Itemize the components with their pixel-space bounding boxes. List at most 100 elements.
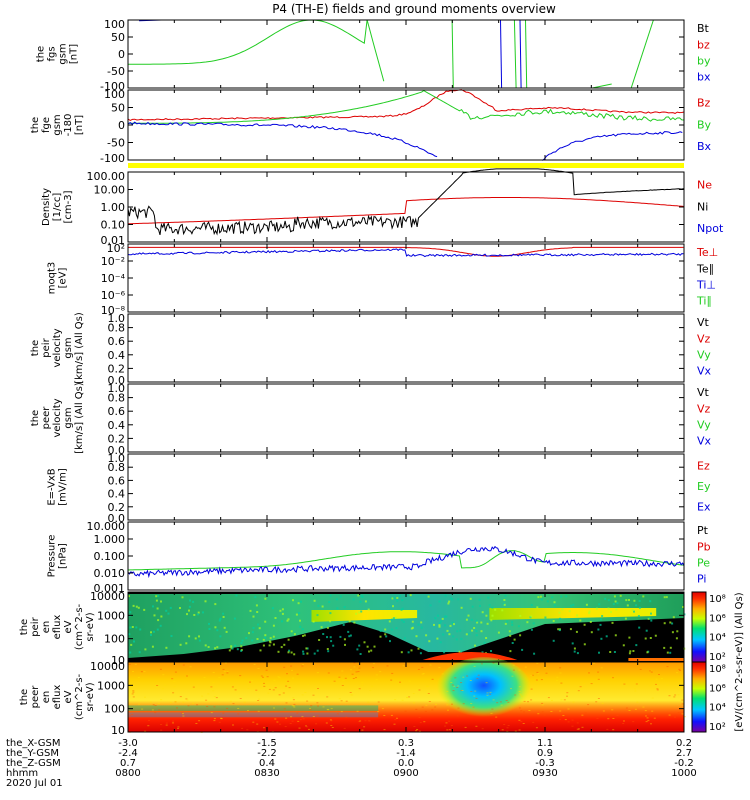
panel-peir_velocity: 1.00.80.60.40.20.0 the peir velocity gsm [km/… — [30, 312, 712, 387]
y-axis-label: fgs — [47, 46, 58, 61]
spectrogram-pixel — [273, 679, 276, 681]
spectrogram-pixel — [290, 630, 293, 633]
spectrogram-pixel — [451, 684, 454, 686]
spectrogram-pixel — [357, 671, 360, 673]
spectrogram-pixel — [282, 692, 285, 694]
spectrogram-pixel — [433, 623, 435, 626]
spectrogram-pixel — [132, 691, 135, 693]
spectrogram-pixel — [361, 681, 364, 683]
spectrogram-pixel — [480, 663, 483, 665]
spectrogram-pixel — [410, 649, 413, 652]
spectrogram-pixel — [353, 662, 356, 664]
spectrogram-pixel — [162, 688, 164, 690]
spectrogram-pixel — [176, 707, 178, 709]
spectrogram-pixel — [278, 677, 281, 679]
spectrogram-pixel — [240, 642, 243, 644]
spectrogram-pixel — [295, 613, 298, 616]
spectrogram-pixel — [302, 652, 305, 655]
spectrogram-pixel — [519, 614, 522, 617]
spectrogram-pixel — [563, 699, 566, 701]
spectrogram-pixel — [623, 720, 625, 722]
spectrogram-pixel — [633, 599, 636, 602]
spectrogram-pixel — [420, 626, 423, 629]
spectrogram-pixel — [280, 646, 283, 649]
spectrogram-pixel — [353, 621, 356, 624]
spectrogram-pixel — [406, 696, 409, 698]
spectrogram-pixel — [210, 686, 213, 688]
spectrogram-pixel — [343, 727, 346, 729]
spectrogram-pixel — [172, 722, 174, 724]
spectrogram-pixel — [518, 691, 521, 692]
spectrogram-pixel — [192, 686, 195, 688]
spectrogram-pixel — [226, 707, 229, 709]
spectrogram-pixel — [559, 710, 562, 712]
spectrogram-pixel — [628, 599, 630, 601]
y-axis-label: eV — [63, 620, 74, 633]
spectrogram-pixel — [448, 729, 451, 731]
spectrogram-pixel — [651, 697, 654, 699]
legend-entry: Vt — [697, 386, 710, 399]
spectrogram-pixel — [268, 644, 271, 647]
spectrogram-pixel — [556, 680, 558, 682]
spectrogram-pixel — [632, 650, 635, 652]
spectrogram-pixel — [423, 721, 426, 723]
spectrogram-pixel — [364, 720, 367, 722]
spectrogram-pixel — [496, 702, 499, 704]
spectrogram-pixel — [287, 638, 290, 641]
spectrogram-pixel — [530, 604, 533, 606]
spectrogram-pixel — [622, 723, 625, 724]
spectrogram-pixel — [438, 624, 441, 627]
spectrogram-pixel — [535, 727, 538, 729]
spectrogram-pixel — [522, 723, 525, 724]
spectrogram-pixel — [393, 723, 396, 725]
spectrogram-pixel — [218, 677, 221, 679]
spectrogram-pixel — [256, 638, 259, 640]
spectrogram-pixel — [470, 618, 473, 621]
spectrogram-pixel — [658, 674, 660, 675]
spectrogram-pixel — [635, 683, 638, 685]
spectrogram-pixel — [421, 673, 424, 675]
legend-entry: Ez — [697, 459, 710, 472]
y-tick-label: 0.6 — [108, 474, 126, 487]
spectrogram-pixel — [177, 727, 179, 729]
spectrogram-pixel — [449, 597, 452, 600]
spectrogram-pixel — [231, 686, 234, 688]
panel-frame — [127, 521, 685, 591]
spectrogram-pixel — [518, 686, 521, 688]
spectrogram-pixel — [409, 594, 412, 597]
spectrogram-pixel — [576, 722, 579, 724]
spectrogram-pixel — [384, 628, 387, 631]
spectrogram-pixel — [517, 625, 520, 628]
spectrogram-pixel — [236, 648, 239, 651]
spectrogram-pixel — [266, 676, 269, 678]
spectrogram-pixel — [403, 637, 406, 640]
spectrogram-pixel — [284, 726, 287, 727]
legend-entry: Ti∥ — [696, 295, 712, 308]
spectrogram-pixel — [468, 632, 471, 635]
y-tick-label: 1.0 — [108, 452, 126, 465]
spectrogram-pixel — [302, 718, 305, 720]
colorbar-tick-label: 10⁶ — [709, 613, 726, 624]
spectrogram-pixel — [144, 696, 146, 698]
series-Ti-perp — [127, 248, 684, 258]
spectrogram-pixel — [305, 725, 307, 727]
spectrogram-pixel — [292, 705, 295, 707]
y-axis-label: gsm — [58, 43, 69, 64]
spectrogram-pixel — [464, 726, 467, 728]
spectrogram-pixel — [610, 611, 612, 614]
spectrogram-pixel — [305, 647, 308, 650]
spectrogram-pixel — [666, 651, 669, 654]
spectrogram-pixel — [656, 688, 659, 690]
spectrogram-pixel — [129, 626, 132, 629]
spectrogram-pixel — [232, 724, 234, 726]
spectrogram-pixel — [444, 615, 447, 618]
spectrogram-pixel — [252, 615, 255, 618]
spectrogram-pixel — [310, 705, 313, 707]
spectrogram-pixel — [196, 704, 199, 706]
spectrogram-pixel — [441, 617, 444, 620]
y-tick-label: 10 — [111, 724, 125, 737]
spectrogram-pixel — [159, 668, 162, 670]
